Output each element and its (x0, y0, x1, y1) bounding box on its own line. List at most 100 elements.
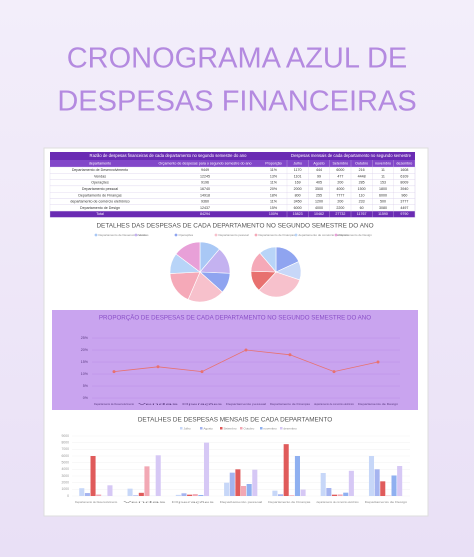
bar (187, 494, 193, 496)
x-tick-label: Vendas (138, 402, 180, 406)
y-tick-label: 7000 (61, 447, 69, 451)
legend-swatch (280, 427, 283, 430)
bar (181, 493, 187, 496)
legend-swatch (220, 427, 223, 430)
bar (380, 481, 386, 496)
cell: 6000 (379, 193, 387, 197)
cell: Departamento de Finanças (78, 193, 122, 197)
y-tick-label: 1000 (61, 487, 69, 491)
column-header: Outubro (355, 161, 368, 165)
pie-slice (258, 271, 301, 298)
y-tick-label: 5000 (61, 461, 69, 465)
legend-swatch (254, 233, 258, 237)
x-tick-label: departamento de comércio eletrônico (314, 402, 354, 406)
column-header: novembro (375, 161, 391, 165)
legend-label: departamento de comércio eletrônico (299, 233, 349, 237)
cell: 10462 (314, 212, 324, 216)
legend-label: Setembro (224, 426, 237, 430)
cell: 153 (380, 181, 386, 185)
cell: Vendas (94, 174, 106, 178)
bar (348, 470, 354, 496)
cell: 1500 (358, 187, 366, 191)
pie-slice (187, 271, 223, 303)
x-tick-label: Departamento pessoal (226, 402, 266, 406)
bar (235, 469, 241, 496)
bar (96, 494, 102, 496)
cell: 285 (359, 181, 365, 185)
y-tick-label: 6000 (61, 454, 69, 458)
y-tick-label: 4000 (61, 467, 69, 471)
bar (283, 444, 289, 496)
cell: 11767 (357, 212, 367, 216)
bar (368, 456, 375, 496)
legend-label: Departamento de Finanças (259, 233, 296, 237)
bar (175, 494, 181, 496)
bar (337, 494, 343, 496)
bar (79, 488, 85, 496)
y-tick-label: 25% (81, 336, 89, 340)
x-tick-label: Departamento de Desenvolvimento (75, 500, 118, 504)
cell: 8009 (400, 181, 408, 185)
x-tick-label: Operações (182, 402, 223, 406)
bar (343, 492, 349, 496)
legend-swatch (94, 233, 98, 237)
point (156, 365, 160, 369)
point (200, 370, 204, 374)
cell: 405 (316, 181, 322, 185)
bar (229, 472, 235, 496)
x-tick-label: departamento de comércio eletrônico (316, 500, 359, 504)
bar (241, 486, 247, 496)
bar (107, 485, 113, 496)
cell: 11590 (378, 212, 388, 216)
table-title: Despesas mensais de cada departamento no… (291, 153, 412, 158)
point (288, 353, 292, 357)
legend-label: Departamento de Desenvolvimento (99, 233, 146, 237)
bar (252, 469, 258, 496)
column-header: Orçamento de despesas para o segundo sem… (159, 161, 252, 165)
cell: 3080 (379, 206, 387, 210)
x-tick-label: Operações (172, 500, 216, 504)
cell: 255 (316, 193, 322, 197)
column-header: departamento (89, 161, 111, 165)
legend-swatch (240, 427, 243, 430)
title: CRONOGRAMA AZUL DE (67, 43, 408, 75)
chart-title: DETALHES DAS DESPESAS DE CADA DEPARTAMEN… (96, 223, 373, 230)
table-title-bg (50, 152, 287, 160)
cell: 100% (269, 212, 279, 216)
cell: 6109 (400, 174, 408, 178)
cell: 477 (337, 174, 343, 178)
point (112, 370, 116, 374)
y-tick-label: 3000 (61, 474, 69, 478)
legend-label: Outubro (244, 426, 255, 430)
cell: 14918 (200, 193, 210, 197)
cell: Departamento pessoal (82, 187, 118, 191)
cell: 9196 (201, 181, 209, 185)
bar (272, 490, 278, 496)
cell: 4000 (315, 206, 323, 210)
y-tick-label: 2000 (61, 481, 69, 485)
legend-swatch (260, 427, 263, 430)
bar (320, 473, 326, 496)
y-tick-label: 0% (83, 396, 89, 400)
cell: 3500 (315, 187, 323, 191)
cell: 6000 (336, 168, 344, 172)
legend-swatch (334, 233, 338, 237)
cell: Departamento de Desenvolvimento (72, 168, 128, 172)
title: DESPESAS FINANCEIRAS (57, 86, 416, 118)
x-tick-label: Departamento de Design (358, 402, 398, 406)
bar (326, 488, 332, 496)
bar (155, 455, 161, 496)
cell: 169 (295, 181, 301, 185)
bar (391, 475, 397, 496)
legend-swatch (180, 427, 183, 430)
bar (294, 456, 300, 496)
bar (300, 489, 306, 496)
chart-title: DETALHES DE DESPESAS MENSAIS DE CADA DEP… (138, 417, 332, 424)
y-tick-label: 15% (81, 360, 89, 364)
cell: 1800 (379, 187, 387, 191)
cell: 1608 (400, 168, 408, 172)
cell: 444 (316, 168, 322, 172)
bar (90, 456, 96, 496)
cell: 960 (401, 193, 407, 197)
cell: 11 (381, 168, 385, 172)
